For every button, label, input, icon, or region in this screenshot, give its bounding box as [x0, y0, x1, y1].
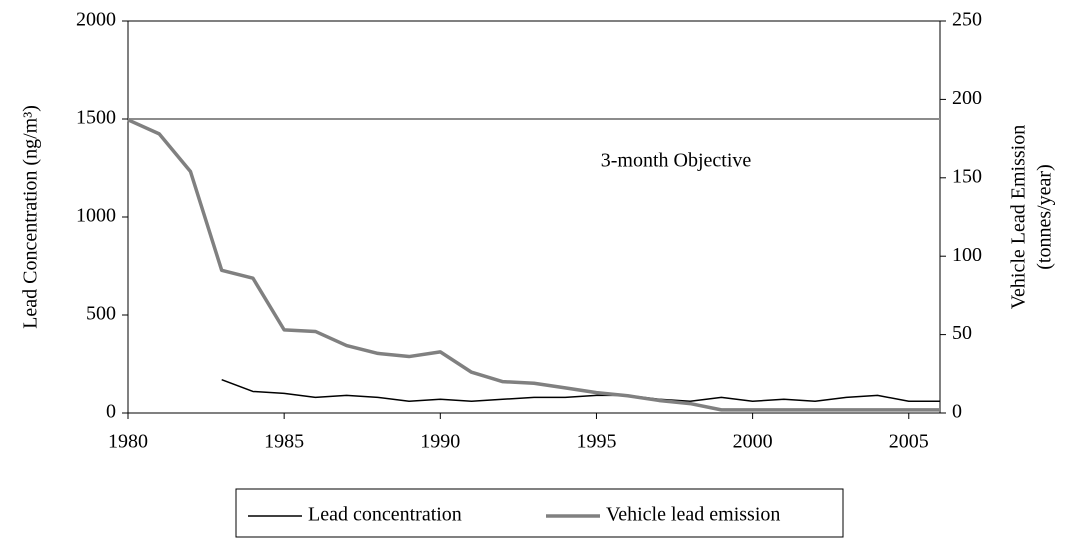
x-tick-label: 2000	[733, 431, 773, 453]
series-line	[127, 118, 940, 412]
y2-axis-label: Vehicle Lead Emission	[1008, 125, 1030, 309]
y-axis-label: Lead Concentration (ng/m³)	[20, 105, 42, 329]
objective-label: 3-month Objective	[601, 150, 752, 172]
y2-tick-label: 50	[952, 322, 972, 344]
series-line	[221, 378, 940, 402]
x-tick-label: 1980	[108, 431, 148, 453]
y2-axis-label: (tonnes/year)	[1034, 164, 1056, 270]
y-tick-label: 1500	[76, 107, 116, 129]
y2-tick-label: 0	[952, 401, 962, 423]
y-tick-label: 0	[106, 401, 116, 423]
y-tick-label: 2000	[76, 9, 116, 31]
y2-tick-label: 200	[952, 87, 982, 109]
y2-tick-label: 100	[952, 244, 982, 266]
y-tick-label: 1000	[76, 205, 116, 227]
legend-label: Lead concentration	[308, 504, 462, 526]
y2-tick-label: 250	[952, 9, 982, 31]
x-tick-label: 1990	[420, 431, 460, 453]
plot-frame	[127, 20, 941, 414]
x-tick-label: 2005	[889, 431, 929, 453]
y2-tick-label: 150	[952, 165, 982, 187]
legend	[235, 488, 844, 538]
y-tick-label: 500	[86, 303, 116, 325]
x-tick-label: 1995	[576, 431, 616, 453]
x-tick-label: 1985	[264, 431, 304, 453]
legend-label: Vehicle lead emission	[606, 504, 780, 526]
